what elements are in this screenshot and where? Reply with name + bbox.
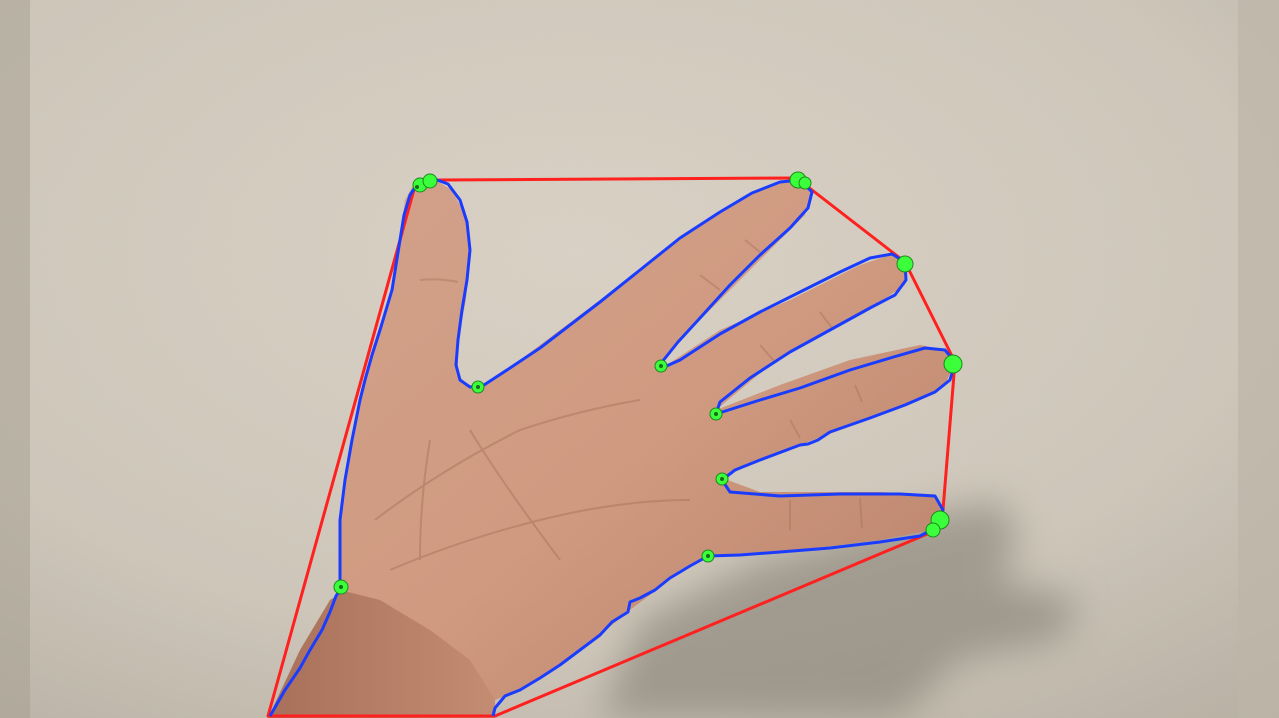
left-dark-edge [0, 0, 30, 718]
keypoint-thumb-tip-2 [422, 173, 438, 189]
finger-creases [419, 239, 863, 530]
keypoint-index-tip-2 [798, 176, 812, 190]
keypoint-centers [339, 185, 724, 589]
hand-contour-outline [268, 176, 957, 717]
keypoint-markers [333, 171, 963, 595]
keypoint-pinky-tip-2 [925, 522, 941, 538]
wall-corner-edge [1238, 0, 1279, 718]
forearm [268, 580, 495, 718]
palm-creases [374, 399, 691, 571]
keypoint-middle-tip [896, 255, 914, 273]
hand-shadow [600, 500, 1080, 718]
keypoint-ring-tip [943, 354, 963, 374]
hand [340, 178, 955, 700]
